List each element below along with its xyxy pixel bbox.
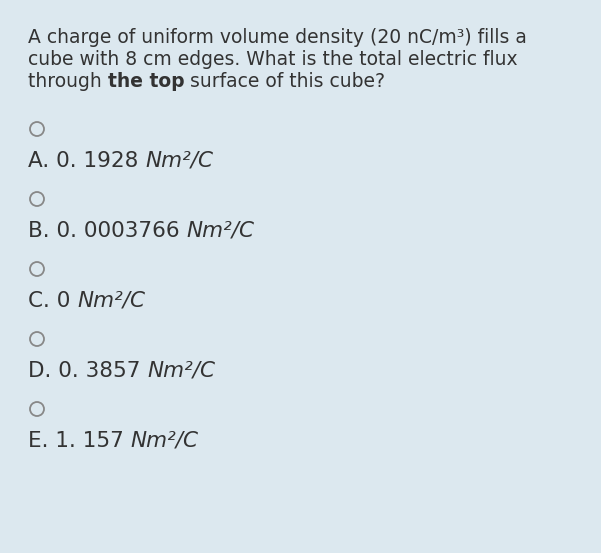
Text: surface of this cube?: surface of this cube? xyxy=(185,72,385,91)
Text: Nm²/C: Nm²/C xyxy=(147,361,215,381)
Text: through: through xyxy=(28,72,108,91)
Text: E. 1. 157: E. 1. 157 xyxy=(28,431,131,451)
Text: A. 0. 1928: A. 0. 1928 xyxy=(28,151,145,171)
Text: cube with 8 cm edges. What is the total electric flux: cube with 8 cm edges. What is the total … xyxy=(28,50,517,69)
Text: Nm²/C: Nm²/C xyxy=(145,151,213,171)
Text: D. 0. 3857: D. 0. 3857 xyxy=(28,361,147,381)
Text: C. 0: C. 0 xyxy=(28,291,78,311)
Text: Nm²/C: Nm²/C xyxy=(78,291,145,311)
Text: Nm²/C: Nm²/C xyxy=(131,431,199,451)
Text: B. 0. 0003766: B. 0. 0003766 xyxy=(28,221,186,241)
Text: A charge of uniform volume density (20 nC/m³) fills a: A charge of uniform volume density (20 n… xyxy=(28,28,527,47)
Text: the top: the top xyxy=(108,72,185,91)
Text: Nm²/C: Nm²/C xyxy=(186,221,254,241)
